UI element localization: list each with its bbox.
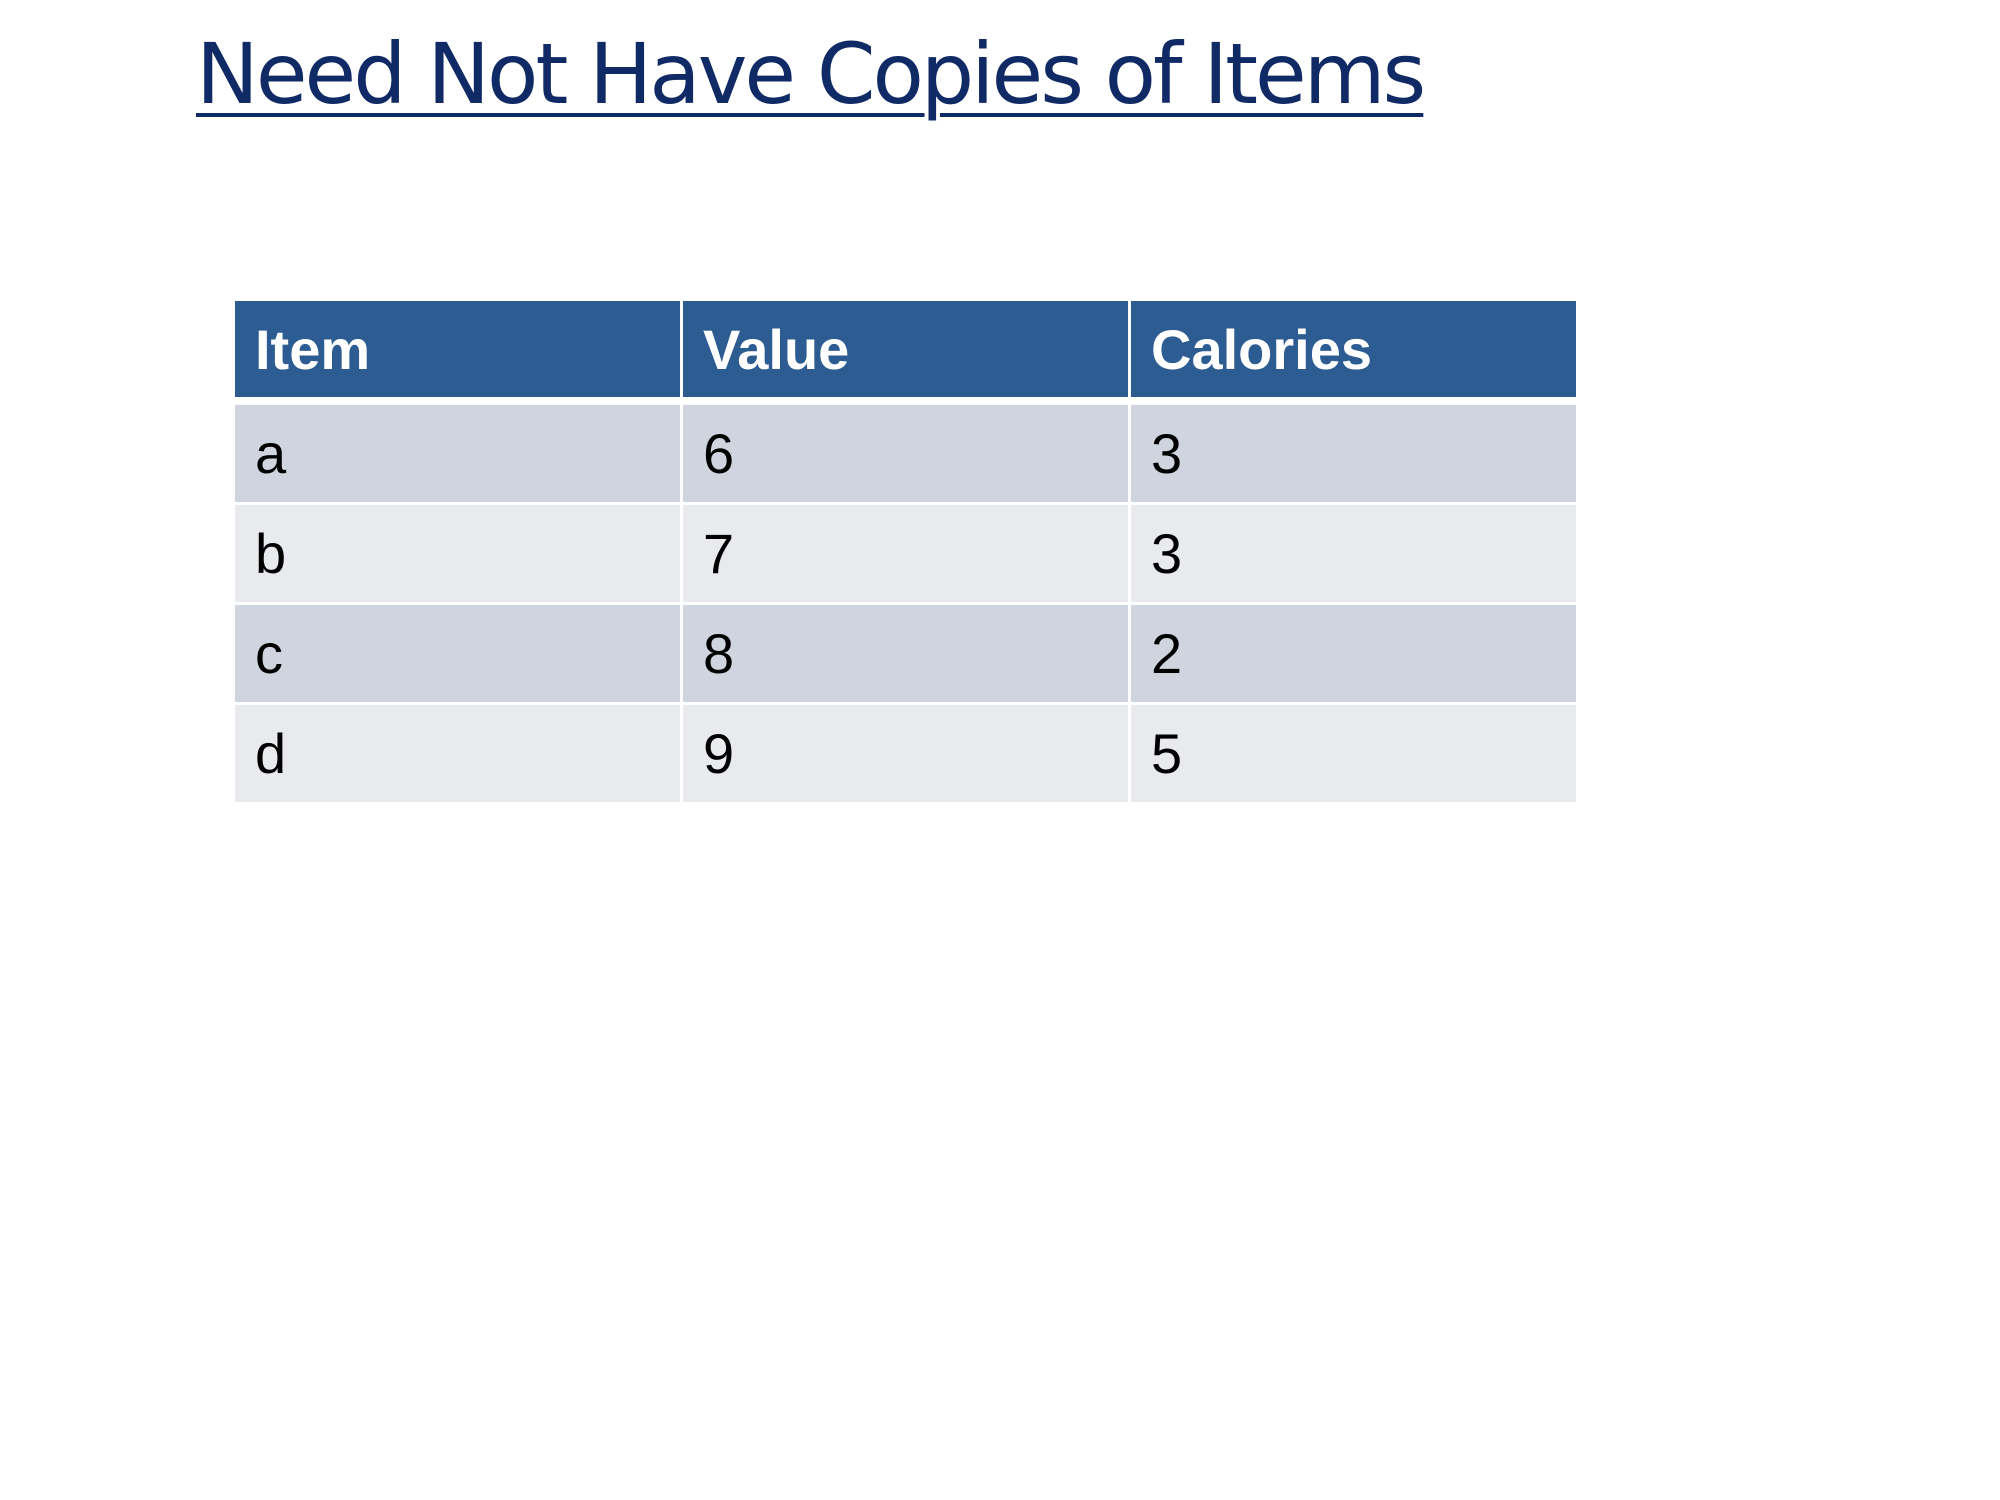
table-row: c 8 2 [232,602,1579,705]
cell-value: 8 [680,602,1131,705]
header-calories: Calories [1128,298,1579,405]
cell-item: c [232,602,683,705]
header-value: Value [680,298,1131,405]
table-header-row: Item Value Calories [232,298,1579,405]
cell-item: a [232,399,683,505]
table-row: d 9 5 [232,702,1579,805]
cell-item: d [232,702,683,805]
cell-value: 9 [680,702,1131,805]
cell-item: b [232,502,683,605]
cell-calories: 2 [1128,602,1579,705]
cell-calories: 5 [1128,702,1579,805]
table-row: a 6 3 [232,399,1579,505]
header-item: Item [232,298,683,405]
slide-title: Need Not Have Copies of Items [196,25,1426,123]
cell-value: 6 [680,399,1131,505]
cell-value: 7 [680,502,1131,605]
cell-calories: 3 [1128,399,1579,505]
cell-calories: 3 [1128,502,1579,605]
table-row: b 7 3 [232,502,1579,605]
items-table: Item Value Calories a 6 3 b 7 3 c 8 2 d … [232,298,1579,805]
